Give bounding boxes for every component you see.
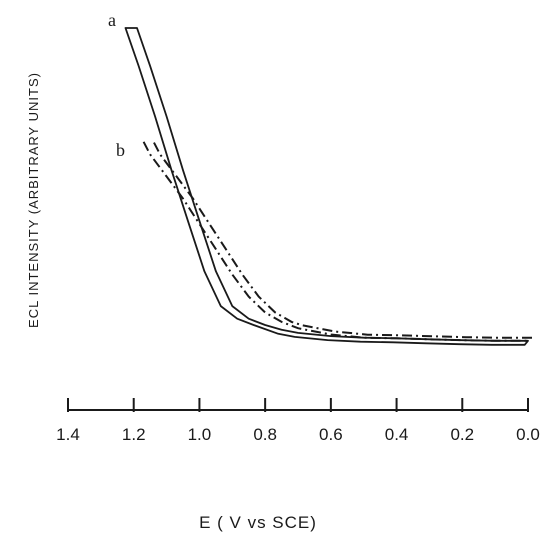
x-tick-label: 1.2	[122, 425, 146, 444]
x-tick-label: 1.4	[56, 425, 80, 444]
series-line-b	[142, 141, 528, 342]
series-line-b-return	[152, 141, 532, 339]
x-tick-label: 0.0	[516, 425, 540, 444]
x-tick-label: 0.4	[385, 425, 409, 444]
y-axis-title: ECL INTENSITY (ARBITRARY UNITS)	[26, 72, 41, 328]
x-tick-label: 0.6	[319, 425, 343, 444]
x-tick-label: 0.8	[253, 425, 277, 444]
plot-area: 1.4 1.2 1.0 0.8 0.6 0.4 0.2 0.0	[56, 27, 540, 444]
series-group	[124, 27, 532, 346]
series-label-a: a	[108, 10, 116, 30]
x-axis-title: E ( V vs SCE)	[199, 513, 317, 532]
x-ticks: 1.4 1.2 1.0 0.8 0.6 0.4 0.2 0.0	[56, 398, 540, 444]
x-tick-label: 0.2	[450, 425, 474, 444]
series-label-b: b	[116, 140, 125, 160]
x-tick-label: 1.0	[188, 425, 212, 444]
series-line-a	[124, 27, 529, 346]
